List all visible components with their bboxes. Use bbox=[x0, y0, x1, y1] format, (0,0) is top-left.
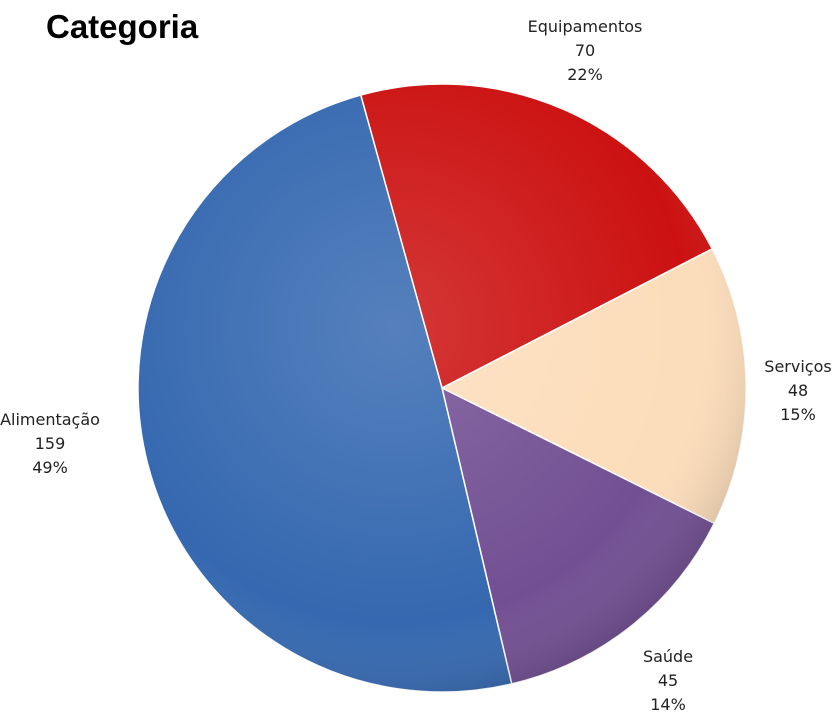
slice-label-alimentação: Alimentação 159 49% bbox=[0, 410, 100, 477]
chart-title: Categoria bbox=[46, 8, 199, 45]
slice-label-serviços: Serviços 48 15% bbox=[764, 357, 831, 424]
slice-label-saúde: Saúde 45 14% bbox=[643, 647, 693, 714]
slice-label-equipamentos: Equipamentos 70 22% bbox=[528, 17, 643, 84]
